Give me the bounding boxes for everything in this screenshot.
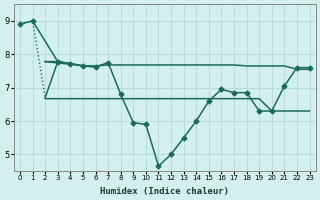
X-axis label: Humidex (Indice chaleur): Humidex (Indice chaleur) [100,187,229,196]
